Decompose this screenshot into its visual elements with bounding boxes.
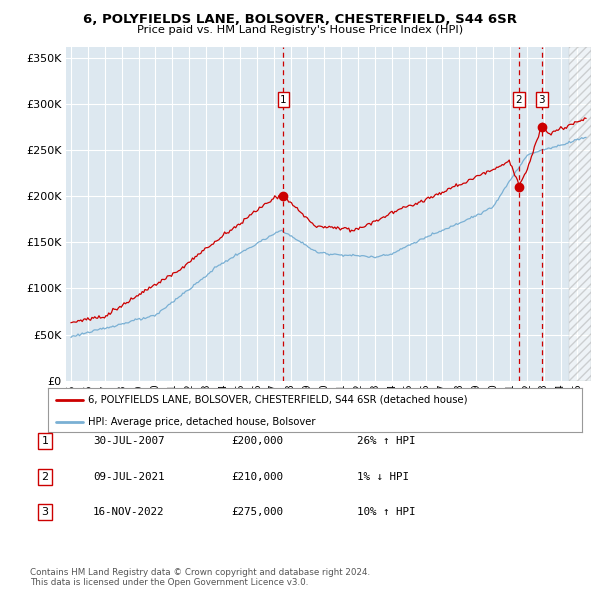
Text: Price paid vs. HM Land Registry's House Price Index (HPI): Price paid vs. HM Land Registry's House …	[137, 25, 463, 35]
Text: £275,000: £275,000	[231, 507, 283, 517]
Text: HPI: Average price, detached house, Bolsover: HPI: Average price, detached house, Bols…	[88, 417, 316, 427]
Text: £200,000: £200,000	[231, 437, 283, 446]
Text: 3: 3	[41, 507, 49, 517]
Text: Contains HM Land Registry data © Crown copyright and database right 2024.
This d: Contains HM Land Registry data © Crown c…	[30, 568, 370, 587]
Text: 26% ↑ HPI: 26% ↑ HPI	[357, 437, 415, 446]
Bar	[569, 47, 591, 381]
Text: 2: 2	[41, 472, 49, 481]
Text: 09-JUL-2021: 09-JUL-2021	[93, 472, 164, 481]
Text: £210,000: £210,000	[231, 472, 283, 481]
Text: 10% ↑ HPI: 10% ↑ HPI	[357, 507, 415, 517]
Text: 3: 3	[538, 94, 545, 104]
Text: 1: 1	[280, 94, 287, 104]
Text: 6, POLYFIELDS LANE, BOLSOVER, CHESTERFIELD, S44 6SR (detached house): 6, POLYFIELDS LANE, BOLSOVER, CHESTERFIE…	[88, 395, 467, 405]
Text: 1: 1	[41, 437, 49, 446]
Text: 6, POLYFIELDS LANE, BOLSOVER, CHESTERFIELD, S44 6SR: 6, POLYFIELDS LANE, BOLSOVER, CHESTERFIE…	[83, 13, 517, 26]
Text: 30-JUL-2007: 30-JUL-2007	[93, 437, 164, 446]
Text: 16-NOV-2022: 16-NOV-2022	[93, 507, 164, 517]
Text: 2: 2	[515, 94, 522, 104]
Text: 1% ↓ HPI: 1% ↓ HPI	[357, 472, 409, 481]
